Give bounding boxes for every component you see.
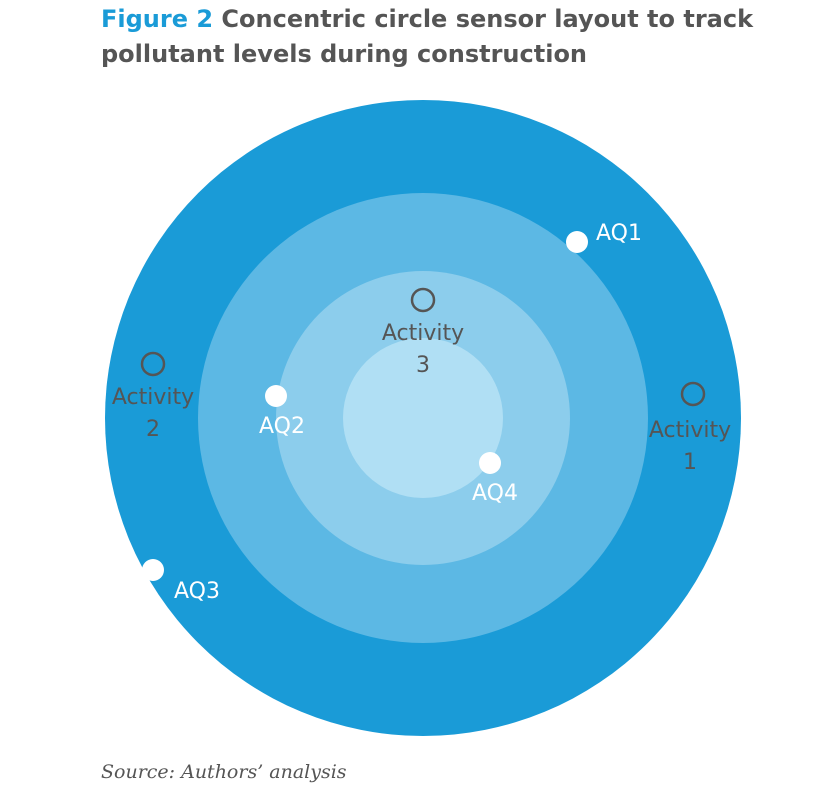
sensor-aq1: AQ1 (566, 221, 642, 253)
activity-1: Activity 1 (649, 381, 731, 475)
sensor-aq3-marker (142, 559, 164, 581)
activity-3-label-line1: Activity (382, 321, 464, 346)
activity-2-marker (140, 351, 166, 377)
activity-3-marker (410, 287, 436, 313)
sensor-aq2-marker (265, 385, 287, 407)
sensor-aq1-marker (566, 231, 588, 253)
sensor-aq2: AQ2 (259, 385, 305, 439)
sensor-aq4-label: AQ4 (472, 481, 518, 506)
activity-1-marker (680, 381, 706, 407)
activity-3-label-line2: 3 (416, 353, 430, 378)
figure-label: Figure 2 (101, 5, 214, 33)
sensor-aq1-label: AQ1 (596, 221, 642, 246)
activity-2-label-line1: Activity (112, 385, 194, 410)
activity-3: Activity 3 (382, 287, 464, 378)
activity-1-label-line1: Activity (649, 418, 731, 443)
sensor-aq4: AQ4 (472, 452, 518, 506)
sensor-aq3-label: AQ3 (174, 579, 220, 604)
source-note: Source: Authors’ analysis (101, 761, 347, 783)
sensor-aq2-label: AQ2 (259, 414, 305, 439)
sensor-aq3: AQ3 (142, 559, 220, 604)
figure-title-text: Concentric circle sensor layout to track… (101, 5, 754, 68)
sensor-aq4-marker (479, 452, 501, 474)
figure-title: Figure 2 Concentric circle sensor layout… (101, 2, 781, 72)
ring-inner (343, 338, 503, 498)
activity-2-label-line2: 2 (146, 417, 160, 442)
activity-1-label-line2: 1 (683, 450, 697, 475)
activity-2: Activity 2 (112, 351, 194, 442)
